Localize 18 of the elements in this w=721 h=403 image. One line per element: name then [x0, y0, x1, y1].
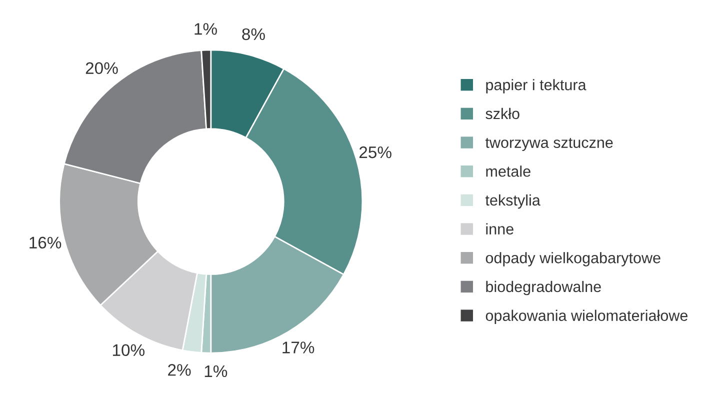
data-label: 25% [359, 146, 392, 158]
legend-label: tworzywa sztuczne [485, 138, 613, 151]
legend-label: szkło [486, 108, 520, 120]
legend-label: inne [486, 223, 514, 234]
data-label: 16% [30, 236, 62, 249]
data-label: 1% [194, 23, 217, 35]
data-label: 20% [86, 62, 118, 74]
data-label: 1% [204, 365, 228, 378]
data-label: 17% [282, 342, 314, 354]
data-label: 10% [112, 344, 144, 356]
legend-label: biodegradowalne [486, 280, 601, 296]
data-label: 2% [168, 364, 191, 376]
legend-label: odpady wielkogabarytowe [486, 252, 660, 266]
legend-label: tekstylia [485, 194, 540, 209]
legend-label: metale [486, 166, 530, 177]
legend-label: opakowania wielomateriałowe [486, 310, 688, 324]
data-label: 8% [242, 28, 265, 40]
legend-label: papier i tektura [486, 79, 586, 94]
